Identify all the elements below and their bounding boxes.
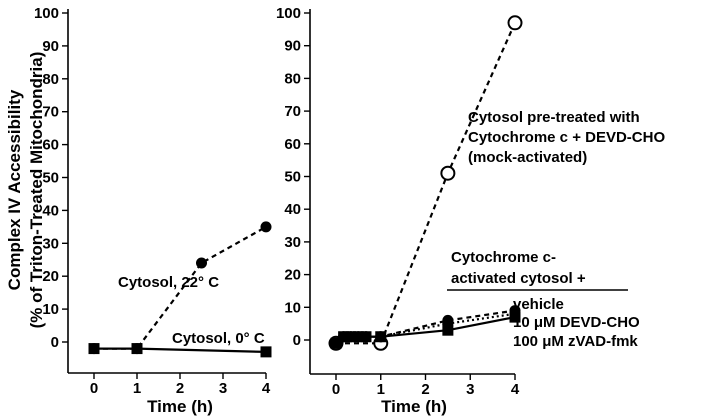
left-y-label-line2: (% of Triton-Treated Mitochondria) (27, 52, 46, 329)
group-annotation-line1: Cytochrome c- (451, 249, 556, 266)
x-tick-label: 3 (466, 381, 474, 398)
y-tick-label: 90 (284, 38, 301, 55)
mock-annotation-line1: Cytosol pre-treated with (468, 109, 640, 126)
group-annotation-line2: activated cytosol + (451, 270, 586, 287)
series-line (336, 22, 517, 345)
left-label-22c: Cytosol, 22° C (118, 274, 219, 291)
right-panel: 0 10 20 30 40 50 60 70 80 90 100 0 1 2 3 4 Time (h) Cy… (276, 5, 665, 416)
y-tick-label: 0 (293, 332, 301, 349)
left-x-ticks: 0 1 2 3 4 (90, 373, 271, 397)
left-x-label: Time (h) (147, 397, 213, 416)
left-y-ticks: 0 10 20 30 40 50 60 70 80 90 100 (34, 5, 68, 351)
y-tick-label: 30 (284, 234, 301, 251)
y-tick-label: 80 (42, 71, 59, 88)
data-point-square (352, 331, 364, 343)
left-axes (67, 9, 266, 374)
y-tick-label: 40 (42, 202, 59, 219)
y-tick-label: 50 (284, 169, 301, 186)
y-tick-label: 50 (42, 170, 59, 187)
y-tick-label: 80 (284, 70, 301, 87)
right-axes (309, 9, 515, 375)
data-point-square (360, 331, 372, 343)
data-point-open-circle (507, 15, 523, 31)
legend-devd: 10 μM DEVD-CHO (513, 314, 640, 331)
y-tick-label: 30 (42, 235, 59, 252)
x-tick-label: 1 (133, 380, 141, 397)
right-markers (328, 15, 523, 351)
x-tick-label: 1 (377, 381, 385, 398)
y-tick-label: 70 (42, 104, 59, 121)
right-series-lines (335, 22, 517, 345)
data-point-square (375, 331, 387, 343)
right-x-ticks: 0 1 2 3 4 (332, 374, 520, 398)
left-panel: 0 10 20 30 40 50 60 70 80 90 100 0 1 2 3 4 Complex IV … (5, 5, 272, 416)
y-tick-label: 70 (284, 103, 301, 120)
data-point-circle (196, 257, 207, 269)
left-y-label-line1: Complex IV Accessibility (5, 89, 24, 290)
data-point-square (131, 343, 143, 355)
y-tick-label: 60 (284, 136, 301, 153)
y-tick-label: 20 (284, 267, 301, 284)
x-tick-label: 2 (176, 380, 184, 397)
y-tick-label: 40 (284, 201, 301, 218)
y-tick-label: 100 (276, 5, 301, 22)
right-x-label: Time (h) (381, 397, 447, 416)
data-point-square (330, 337, 342, 349)
x-tick-label: 4 (511, 381, 520, 398)
mock-annotation-line2: Cytochrome c + DEVD-CHO (468, 129, 665, 146)
left-markers (88, 221, 272, 358)
x-tick-label: 0 (90, 380, 98, 397)
data-point-square (260, 346, 272, 358)
data-point-square (442, 324, 454, 336)
legend-zvad: 100 μM zVAD-fmk (513, 333, 638, 350)
y-tick-label: 10 (284, 299, 301, 316)
data-point-circle (260, 221, 272, 233)
x-tick-label: 2 (421, 381, 429, 398)
y-tick-label: 10 (42, 301, 59, 318)
data-point-square (509, 311, 521, 323)
x-tick-label: 3 (219, 380, 227, 397)
legend-vehicle: vehicle (513, 296, 564, 313)
data-point-square (88, 343, 100, 355)
y-tick-label: 20 (42, 268, 59, 285)
y-tick-label: 100 (34, 5, 59, 22)
data-point-open-circle (440, 165, 456, 181)
data-point-square (345, 331, 357, 343)
right-y-ticks: 0 10 20 30 40 50 60 70 80 90 100 (276, 5, 310, 349)
x-tick-label: 0 (332, 381, 340, 398)
mock-annotation-line3: (mock-activated) (468, 149, 587, 166)
y-tick-label: 60 (42, 137, 59, 154)
y-tick-label: 90 (42, 38, 59, 55)
x-tick-label: 4 (262, 380, 271, 397)
y-tick-label: 0 (51, 334, 59, 351)
series-line (94, 347, 267, 353)
data-point-square (338, 331, 350, 343)
left-label-0c: Cytosol, 0° C (172, 330, 265, 347)
